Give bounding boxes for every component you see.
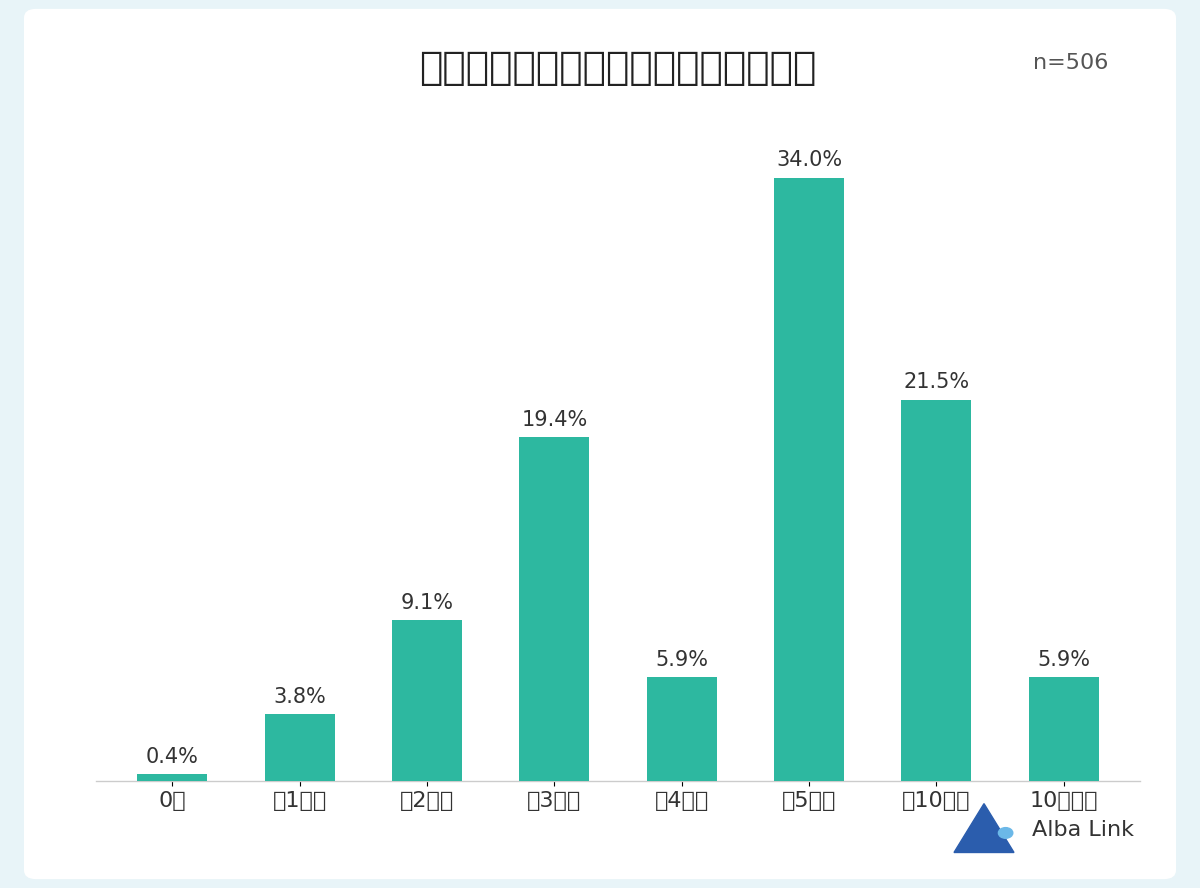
Bar xyxy=(1028,677,1099,781)
Text: 21.5%: 21.5% xyxy=(904,372,970,392)
Text: 5.9%: 5.9% xyxy=(1037,649,1090,670)
Text: n=506: n=506 xyxy=(1033,52,1109,73)
Bar xyxy=(392,620,462,781)
Text: 19.4%: 19.4% xyxy=(521,409,588,430)
Text: Alba Link: Alba Link xyxy=(1032,821,1134,840)
Text: 0.4%: 0.4% xyxy=(146,747,199,767)
Bar xyxy=(137,774,208,781)
Title: 一人暮らしの一ヶ月の理想的な貯金額: 一人暮らしの一ヶ月の理想的な貯金額 xyxy=(419,49,817,87)
Text: 9.1%: 9.1% xyxy=(401,592,454,613)
Text: 3.8%: 3.8% xyxy=(274,686,326,707)
Text: 34.0%: 34.0% xyxy=(776,150,842,170)
Bar xyxy=(647,677,716,781)
Bar xyxy=(774,178,844,781)
Bar xyxy=(265,714,335,781)
Bar xyxy=(901,400,971,781)
Bar xyxy=(520,437,589,781)
Text: 5.9%: 5.9% xyxy=(655,649,708,670)
